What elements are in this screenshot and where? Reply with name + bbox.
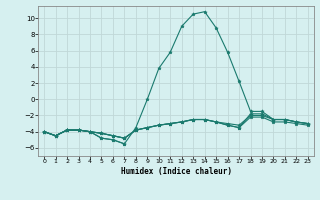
X-axis label: Humidex (Indice chaleur): Humidex (Indice chaleur) [121, 167, 231, 176]
